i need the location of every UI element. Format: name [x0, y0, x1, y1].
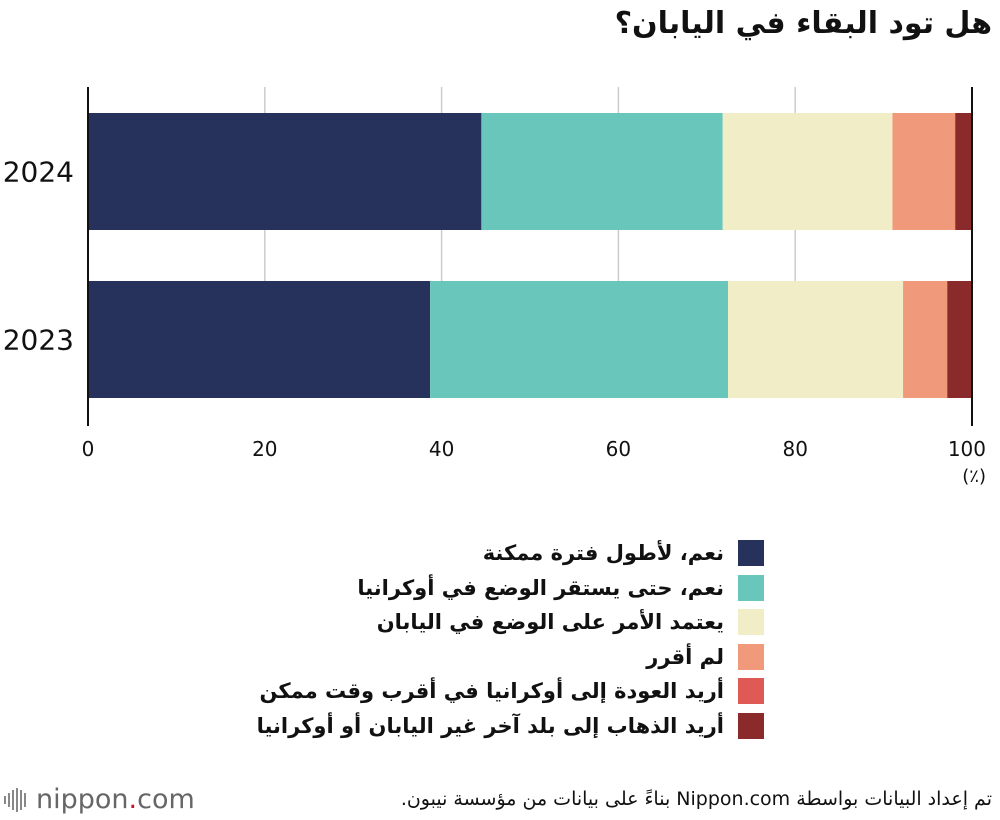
x-tick-label: 40 [429, 437, 454, 461]
nippon-logo: nippon. com [4, 784, 195, 815]
chart-title: هل تود البقاء في اليابان؟ [614, 6, 992, 41]
legend: نعم، لأطول فترة ممكنة نعم، حتى يستقر الوض… [257, 536, 764, 743]
legend-swatch [738, 540, 764, 567]
legend-swatch [738, 678, 764, 705]
legend-item: نعم، لأطول فترة ممكنة [257, 536, 764, 571]
bars [88, 113, 972, 398]
legend-swatch [738, 609, 764, 636]
legend-swatch [738, 574, 764, 601]
legend-label: لم أقرر [646, 644, 724, 669]
bar-segment [481, 113, 723, 230]
legend-swatch [738, 712, 764, 739]
x-tick-label: 0 [82, 437, 95, 461]
x-axis: 0 20 40 60 80 100 (٪) [82, 87, 986, 487]
logo-bars-icon [4, 787, 26, 812]
x-unit-label: (٪) [962, 466, 986, 487]
stacked-bar-chart: 0 20 40 60 80 100 (٪) 2024 2023 [3, 87, 986, 487]
legend-label: أريد العودة إلى أوكرانيا في أقرب وقت ممك… [259, 679, 725, 704]
legend-item: أريد العودة إلى أوكرانيا في أقرب وقت ممك… [257, 674, 764, 709]
x-tick-label: 80 [782, 437, 807, 461]
bar-segment [722, 113, 893, 230]
source-note: تم إعداد البيانات بواسطة Nippon.com بناء… [400, 788, 992, 810]
x-tick-label: 60 [606, 437, 631, 461]
bar-segment [892, 113, 956, 230]
logo-suffix: com [137, 784, 195, 815]
logo-dot: . [128, 784, 138, 815]
legend-label: نعم، حتى يستقر الوضع في أوكرانيا [357, 575, 724, 600]
bar-segment [947, 281, 972, 398]
category-labels: 2024 2023 [3, 156, 74, 357]
legend-item: أريد الذهاب إلى بلد آخر غير اليابان أو أ… [257, 709, 764, 744]
category-label: 2024 [3, 156, 74, 189]
bar-segment [430, 281, 729, 398]
legend-swatch [738, 643, 764, 670]
legend-label: أريد الذهاب إلى بلد آخر غير اليابان أو أ… [256, 713, 724, 738]
x-tick-label: 100 [948, 437, 986, 461]
legend-item: يعتمد الأمر على الوضع في اليابان [257, 605, 764, 640]
bar-segment [955, 113, 972, 230]
bar-segment [903, 281, 948, 398]
legend-label: نعم، لأطول فترة ممكنة [482, 541, 724, 566]
x-tick-label: 20 [252, 437, 277, 461]
bar-segment [88, 113, 482, 230]
legend-item: لم أقرر [257, 640, 764, 675]
legend-item: نعم، حتى يستقر الوضع في أوكرانيا [257, 571, 764, 606]
bar-segment [88, 281, 431, 398]
bar-segment [728, 281, 904, 398]
legend-label: يعتمد الأمر على الوضع في اليابان [376, 610, 724, 635]
logo-text: nippon [36, 784, 129, 815]
category-label: 2023 [3, 324, 74, 357]
